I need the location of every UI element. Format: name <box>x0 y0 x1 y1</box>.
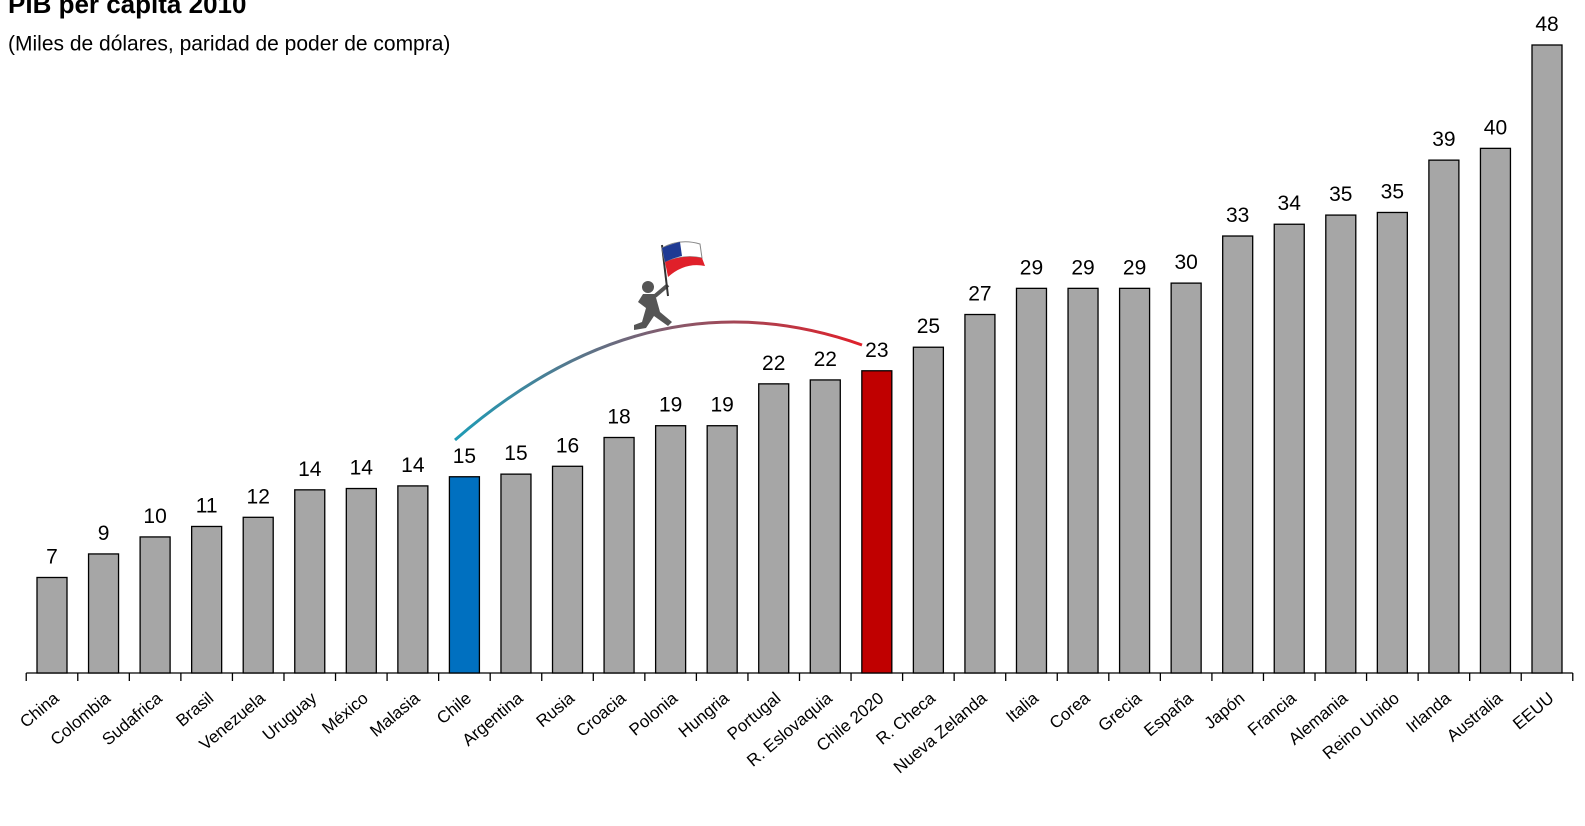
value-label: 12 <box>247 485 270 508</box>
bar <box>192 526 222 673</box>
x-tick-label: Croacia <box>573 688 631 741</box>
value-label: 9 <box>98 522 110 545</box>
chile-flag <box>662 242 705 277</box>
value-label: 22 <box>762 352 785 375</box>
bar <box>1171 283 1201 673</box>
x-tick-label: China <box>16 688 63 731</box>
value-label: 35 <box>1381 180 1404 203</box>
bar <box>759 384 789 673</box>
value-label: 29 <box>1020 256 1043 279</box>
value-label: 40 <box>1484 116 1507 139</box>
x-tick-label: Hungria <box>675 688 733 741</box>
bar <box>1326 215 1356 673</box>
value-label: 16 <box>556 434 579 457</box>
bar <box>398 486 428 673</box>
value-label: 10 <box>143 505 166 528</box>
value-label: 48 <box>1535 13 1558 36</box>
bar <box>707 426 737 673</box>
bar <box>37 577 67 673</box>
value-label: 11 <box>196 494 218 517</box>
value-label: 15 <box>453 445 476 468</box>
x-tick-label: Nueva Zelanda <box>890 688 991 777</box>
value-label: 27 <box>968 283 991 306</box>
bar <box>913 347 943 673</box>
bar <box>862 371 892 673</box>
x-tick-label: Malasia <box>366 688 424 741</box>
value-label: 19 <box>710 394 733 417</box>
bar <box>810 380 840 673</box>
value-label: 39 <box>1432 128 1455 151</box>
value-label: 14 <box>401 454 425 477</box>
value-label: 33 <box>1226 204 1249 227</box>
bar <box>1120 288 1150 673</box>
value-label: 14 <box>350 457 374 480</box>
chart-title: PIB per cápita 2010 <box>8 0 246 19</box>
value-label: 29 <box>1071 256 1094 279</box>
bar <box>1377 212 1407 673</box>
x-tick-label: Grecia <box>1095 688 1146 735</box>
x-tick-label: México <box>318 689 371 738</box>
bar <box>243 517 273 673</box>
bar <box>1016 288 1046 673</box>
x-tick-label: Chile <box>433 689 475 728</box>
value-label: 22 <box>814 348 837 371</box>
value-label: 15 <box>504 442 527 465</box>
progress-arc <box>455 322 862 440</box>
x-tick-label: Uruguay <box>259 688 321 744</box>
bar <box>1429 160 1459 673</box>
bar <box>1223 236 1253 673</box>
bar <box>1480 148 1510 673</box>
bar <box>501 474 531 673</box>
bar <box>553 466 583 673</box>
value-label: 34 <box>1278 192 1302 215</box>
chart-subtitle: (Miles de dólares, paridad de poder de c… <box>8 33 450 56</box>
x-tick-label: Brasil <box>172 689 217 731</box>
bar <box>346 489 376 673</box>
bar <box>1532 45 1562 673</box>
value-label: 14 <box>298 458 322 481</box>
bar <box>1274 224 1304 673</box>
x-tick-label: Australia <box>1443 688 1506 745</box>
x-tick-label: Rusia <box>533 688 579 731</box>
bar <box>656 426 686 673</box>
value-label: 25 <box>917 315 940 338</box>
value-label: 23 <box>865 339 888 362</box>
bar <box>140 537 170 673</box>
value-label: 18 <box>607 406 630 429</box>
bar <box>965 315 995 673</box>
x-tick-label: Japón <box>1201 689 1249 733</box>
bar <box>89 554 119 673</box>
value-label: 30 <box>1174 251 1197 274</box>
value-label: 7 <box>46 545 58 568</box>
bar <box>295 490 325 673</box>
x-tick-label: Polonia <box>626 688 682 739</box>
x-tick-label: EEUU <box>1509 689 1557 734</box>
x-tick-label: Italia <box>1002 688 1042 726</box>
bar <box>449 477 479 673</box>
value-label: 29 <box>1123 256 1146 279</box>
bar <box>604 438 634 674</box>
chart: PIB per cápita 2010 (Miles de dólares, p… <box>0 0 1585 826</box>
x-tick-label: España <box>1140 688 1197 740</box>
value-label: 35 <box>1329 183 1352 206</box>
bar <box>1068 288 1098 673</box>
value-label: 19 <box>659 394 682 417</box>
x-tick-label: Corea <box>1046 688 1094 733</box>
